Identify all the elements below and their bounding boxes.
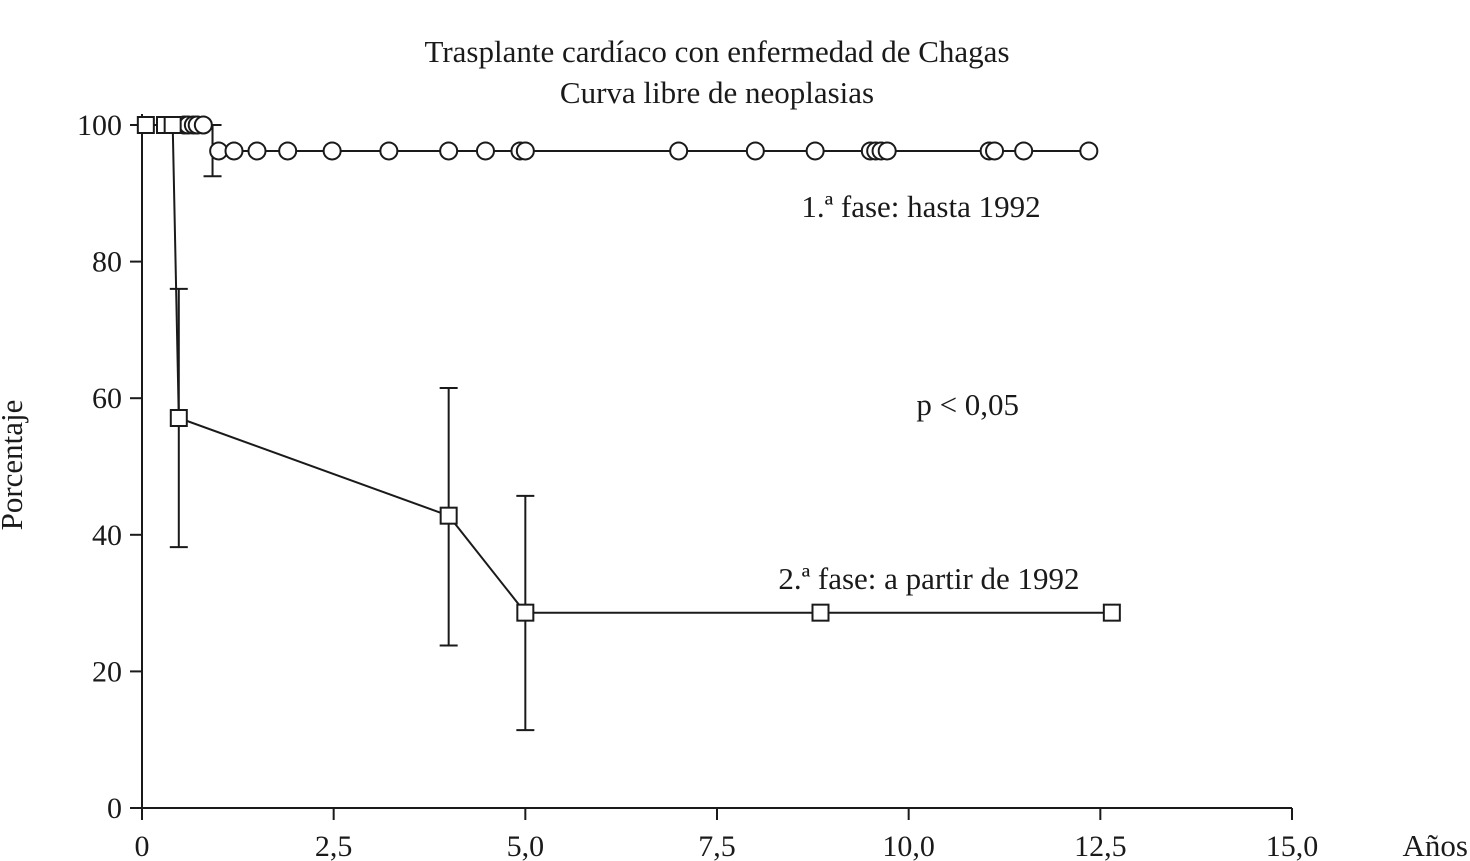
x-tick-label: 15,0 [1266,830,1319,861]
x-tick-label: 7,5 [698,830,736,861]
data-point-square [136,116,155,134]
data-point-circle [877,141,897,161]
data-point-circle [1014,141,1034,161]
y-tick-label: 100 [77,109,122,142]
series-1 [142,115,1099,178]
data-point-circle [475,141,495,161]
x-tick-label: 2,5 [315,830,353,861]
annotation-label: p < 0,05 [916,387,1019,422]
y-axis-title: Porcentaje [0,400,29,531]
x-ticks: 0 2,5 5,0 7,5 10,0 12,5 15,0 [135,808,1319,861]
plot-area [136,115,1121,732]
data-point-circle [439,141,459,161]
data-point-circle [669,141,689,161]
data-point-square [1102,603,1121,622]
x-tick-label: 5,0 [507,830,545,861]
data-point-square [163,116,182,134]
x-axis-title: Años [1403,828,1468,861]
annotations: 1.ª fase: hasta 1992 p < 0,05 2.ª fase: a … [778,189,1079,596]
data-point-circle [278,141,298,161]
y-tick-label: 80 [92,246,122,279]
data-point-circle [1079,141,1099,161]
data-point-circle [745,141,765,161]
data-point-circle [247,141,267,161]
data-point-square [811,603,830,622]
data-point-square [516,603,535,622]
x-tick-label: 12,5 [1074,830,1127,861]
chart-subtitle: Curva libre de neoplasias [560,75,874,110]
data-point-circle [515,141,535,161]
data-point-circle [193,115,213,135]
data-point-circle [224,141,244,161]
annotation-label: 1.ª fase: hasta 1992 [801,189,1040,224]
series-2 [136,116,1121,732]
x-tick-label: 0 [135,830,150,861]
data-point-square [439,506,458,525]
y-tick-label: 20 [92,655,122,688]
x-tick-label: 10,0 [882,830,935,861]
y-tick-label: 0 [107,792,122,825]
data-point-circle [805,141,825,161]
y-tick-label: 60 [92,382,122,415]
data-point-circle [379,141,399,161]
annotation-label: 2.ª fase: a partir de 1992 [778,561,1079,596]
data-point-circle [322,141,342,161]
y-ticks: 0 20 40 60 80 100 [77,109,142,825]
data-point-square [169,409,188,428]
y-tick-label: 40 [92,519,122,552]
chart-title: Trasplante cardíaco con enfermedad de Ch… [424,34,1009,69]
data-point-circle [985,141,1005,161]
